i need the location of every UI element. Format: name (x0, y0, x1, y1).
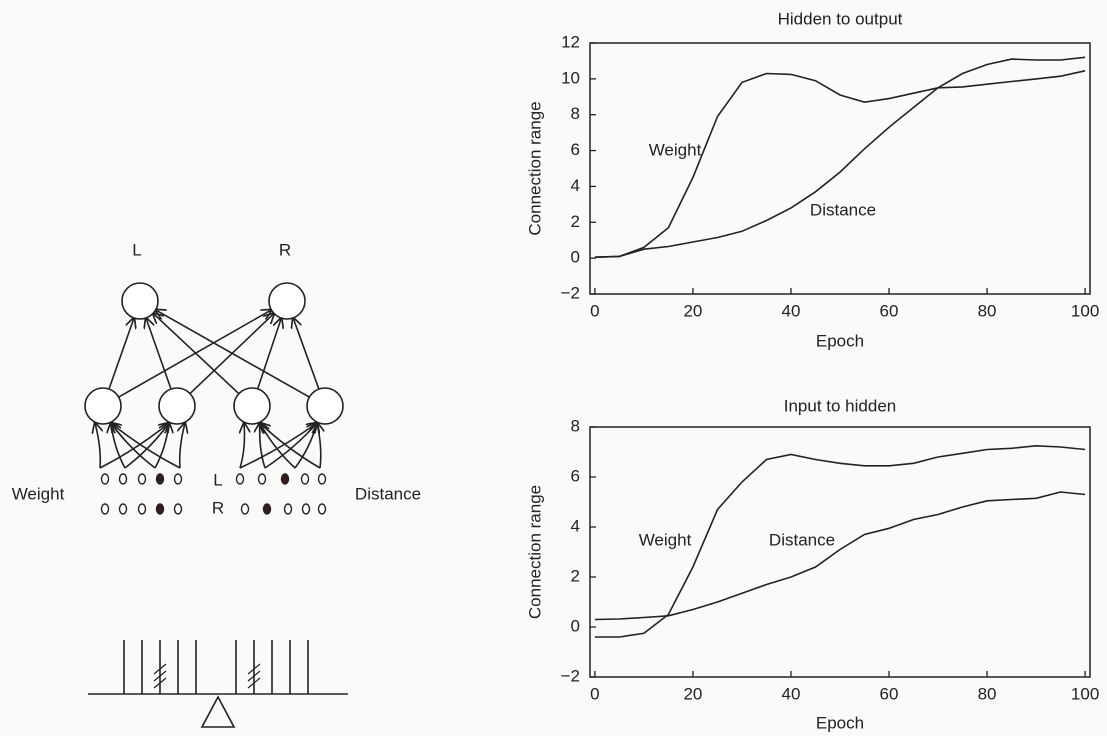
input-label: Weight (12, 484, 65, 503)
connection (146, 318, 172, 390)
y-tick-label: 0 (571, 616, 580, 635)
plot-frame (589, 426, 1091, 678)
y-tick-label: 2 (571, 566, 580, 585)
input-unit (173, 473, 183, 485)
connection (293, 318, 320, 390)
x-tick-label: 40 (782, 301, 801, 320)
fulcrum (200, 695, 236, 728)
input-unit (283, 503, 293, 515)
input-unit (118, 503, 128, 515)
output-label: R (279, 240, 291, 259)
y-tick-label: 2 (571, 212, 580, 231)
node (121, 282, 159, 320)
y-tick-label: 6 (571, 466, 580, 485)
input-connection (111, 423, 181, 469)
y-tick-label: −2 (561, 283, 580, 302)
input-unit (235, 473, 245, 485)
x-tick-label: 40 (782, 684, 801, 703)
input-connection (317, 423, 321, 469)
row-label: R (212, 498, 224, 517)
input-unit (240, 503, 250, 515)
input-unit (262, 503, 272, 515)
x-axis-label: Epoch (816, 713, 864, 732)
series-label: Distance (769, 530, 835, 549)
series-label: Weight (639, 530, 692, 549)
node (233, 387, 271, 425)
series-line (594, 56, 1086, 258)
input-unit (317, 503, 327, 515)
y-tick-label: 4 (571, 176, 580, 195)
row-label: L (213, 470, 222, 489)
x-tick-label: 20 (683, 301, 702, 320)
x-tick-label: 100 (1071, 301, 1099, 320)
y-axis-label: Connection range (525, 101, 544, 235)
input-unit (173, 503, 183, 515)
input-unit (118, 473, 128, 485)
y-tick-label: 10 (561, 68, 580, 87)
input-connection (240, 423, 245, 469)
x-tick-label: 80 (978, 684, 997, 703)
x-axis-label: Epoch (816, 331, 864, 350)
chart-title: Hidden to output (778, 9, 903, 28)
y-tick-label: 4 (571, 516, 580, 535)
x-tick-label: 100 (1071, 684, 1099, 703)
input-connection (260, 423, 321, 469)
input-unit (137, 503, 147, 515)
input-label: Distance (355, 484, 421, 503)
input-connection (154, 423, 169, 469)
node (158, 387, 196, 425)
input-unit (155, 473, 165, 485)
input-unit (100, 473, 110, 485)
y-tick-label: 8 (571, 416, 580, 435)
input-unit (280, 473, 290, 485)
network-diagram: L R Weight Distance L R (12, 240, 421, 728)
series-line (594, 491, 1086, 621)
chart-title: Input to hidden (784, 396, 896, 415)
input-unit (155, 503, 165, 515)
y-axis-label: Connection range (525, 485, 544, 619)
y-tick-label: −2 (561, 666, 580, 685)
x-tick-label: 0 (590, 684, 599, 703)
series-label: Distance (810, 200, 876, 219)
input-unit (301, 503, 311, 515)
input-unit (100, 503, 110, 515)
output-label: L (132, 240, 141, 259)
node (84, 387, 122, 425)
input-unit (317, 473, 327, 485)
input-unit (300, 473, 310, 485)
series-line (594, 444, 1086, 638)
input-connection (260, 423, 296, 469)
series-line (594, 70, 1086, 258)
node (268, 282, 306, 320)
y-tick-label: 6 (571, 140, 580, 159)
x-tick-label: 60 (880, 301, 899, 320)
input-connection (239, 423, 317, 469)
plot-frame (589, 42, 1091, 295)
weights (153, 663, 261, 689)
x-tick-label: 0 (590, 301, 599, 320)
series-label: Weight (649, 140, 702, 159)
y-tick-label: 0 (571, 248, 580, 267)
connection (156, 310, 310, 398)
input-connection (95, 423, 100, 469)
node (306, 387, 344, 425)
y-tick-label: 12 (561, 32, 580, 51)
input-unit (257, 473, 267, 485)
y-tick-label: 8 (571, 104, 580, 123)
pegs (123, 640, 309, 694)
x-tick-label: 80 (978, 301, 997, 320)
input-unit (137, 473, 147, 485)
x-tick-label: 20 (683, 684, 702, 703)
input-connection (180, 423, 185, 469)
connection (108, 318, 134, 390)
x-tick-label: 60 (880, 684, 899, 703)
connection (153, 313, 240, 395)
connection (256, 318, 282, 390)
